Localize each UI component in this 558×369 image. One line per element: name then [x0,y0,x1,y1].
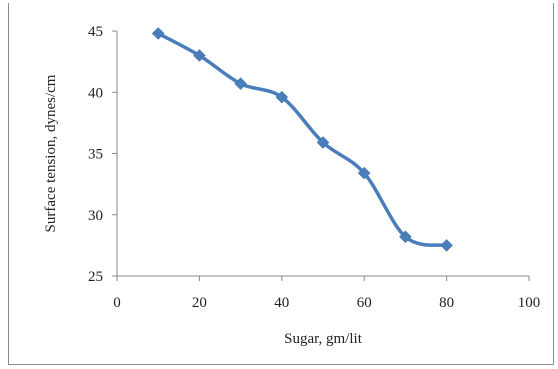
data-point-marker [440,239,453,252]
x-tick-label: 0 [113,295,121,311]
data-point-marker [193,49,206,62]
x-tick-label: 20 [192,295,207,311]
y-tick-label: 25 [88,269,103,285]
x-tick-label: 80 [439,295,454,311]
data-point-marker [316,136,330,149]
series-layer [151,27,453,252]
series-line [156,31,449,248]
x-tick-label: 60 [357,295,372,311]
y-tick-label: 35 [88,147,103,163]
x-axis-title: Sugar, gm/lit [284,331,363,347]
x-tick-label: 40 [274,295,289,311]
x-tick-label: 100 [518,295,541,311]
chart-frame [8,3,554,365]
data-point-marker [275,90,289,104]
axes [116,31,529,277]
y-axis-title: Surface tension, dynes/cm [43,74,59,232]
data-point-marker [234,77,247,91]
x-ticks: 0 20 40 60 80 100 [113,276,540,311]
y-tick-label: 30 [88,208,103,224]
data-point-marker [357,166,371,180]
data-point-marker [399,230,412,244]
y-tick-label: 40 [88,85,103,101]
y-tick-label: 45 [88,24,103,40]
y-ticks: 25 30 35 40 45 [88,24,117,285]
data-point-marker [151,27,165,40]
